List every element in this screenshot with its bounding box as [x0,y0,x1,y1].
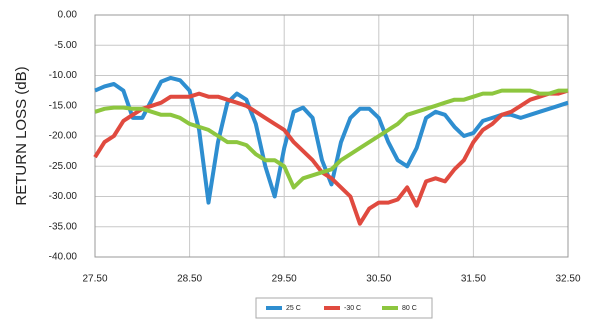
series-line [94,88,568,190]
y-tick-label: -10.00 [49,70,78,81]
x-tick-label: 31.50 [461,274,486,285]
y-tick-label: -20.00 [49,131,78,142]
x-tick-label: 29.50 [272,274,297,285]
plot-border [94,14,569,258]
y-tick-label: -5.00 [54,40,77,51]
x-tick-label: 28.50 [177,274,202,285]
legend-box [255,297,433,319]
y-tick-label: -30.00 [49,191,78,202]
series-line [93,88,569,226]
y-tick-label: -35.00 [49,221,78,232]
x-tick-label: 27.50 [82,274,107,285]
y-tick-label: -40.00 [49,252,78,263]
y-tick-label: -15.00 [49,100,78,111]
y-tick-label: -25.00 [49,161,78,172]
x-tick-label: 30.50 [366,274,391,285]
legend-label: 25 C [286,305,301,312]
x-tick-label: 32.50 [555,274,580,285]
legend-label: -30 C [344,305,361,312]
y-tick-label: 0.00 [58,10,78,21]
series-line [94,75,569,205]
legend-label: 80 C [402,305,417,312]
y-axis-title: RETURN LOSS (dB) [13,66,30,205]
